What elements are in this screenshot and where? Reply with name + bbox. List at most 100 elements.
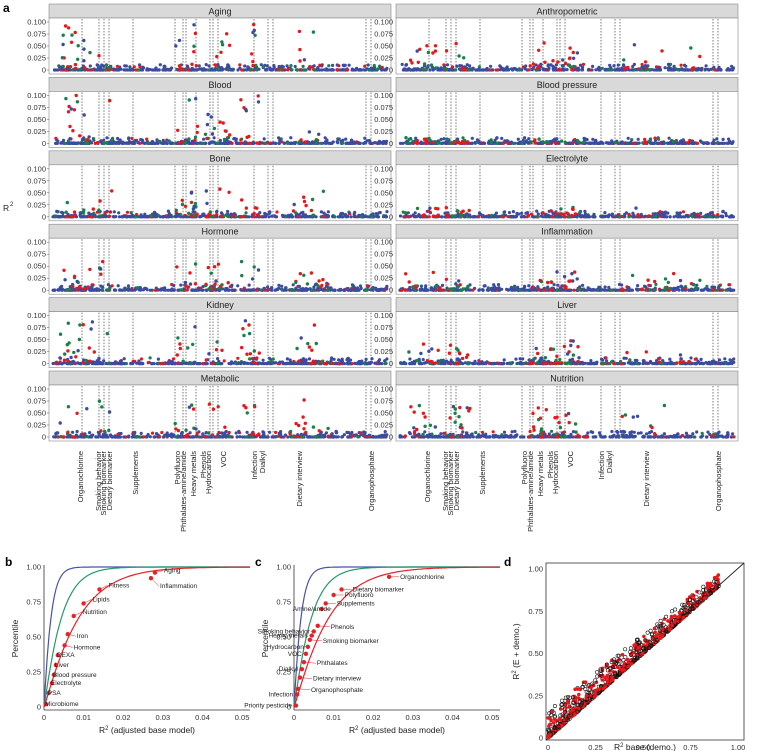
data-point — [533, 138, 537, 142]
data-point — [61, 138, 66, 142]
data-point — [536, 215, 540, 219]
data-point — [311, 359, 315, 363]
data-point — [76, 44, 80, 48]
data-point — [186, 68, 190, 72]
data-point — [451, 141, 455, 145]
data-point — [325, 138, 329, 142]
data-point — [627, 212, 631, 217]
y-tick-label: 0.100 — [374, 311, 393, 320]
data-point — [331, 63, 335, 67]
data-point — [197, 64, 201, 68]
data-point — [192, 50, 196, 54]
data-point — [78, 134, 82, 138]
data-point — [517, 68, 522, 72]
data-point — [187, 137, 191, 141]
data-point — [678, 141, 682, 145]
facet-title: Liver — [557, 300, 577, 310]
data-point — [663, 66, 667, 70]
data-point — [86, 137, 90, 142]
data-point — [477, 288, 481, 292]
data-point — [247, 283, 251, 287]
data-point — [571, 140, 575, 145]
data-point — [71, 68, 75, 72]
data-point — [146, 215, 150, 219]
data-point — [571, 207, 575, 212]
data-point — [366, 285, 370, 289]
data-point — [400, 288, 404, 292]
data-point — [132, 65, 136, 69]
data-point — [704, 213, 708, 217]
data-point — [261, 358, 265, 362]
data-point — [222, 214, 226, 218]
data-point — [204, 282, 208, 286]
data-point — [416, 60, 420, 64]
y-tick-label: 0.025 — [27, 274, 46, 283]
data-point — [174, 44, 178, 48]
data-point — [278, 138, 282, 142]
data-point — [208, 141, 212, 145]
data-point — [506, 141, 510, 145]
data-point — [545, 68, 549, 72]
data-point — [603, 285, 607, 289]
data-point — [218, 120, 222, 124]
data-point — [225, 214, 229, 218]
data-point — [491, 68, 495, 72]
data-point — [630, 138, 634, 142]
data-point — [654, 65, 659, 69]
facet-panel — [395, 311, 739, 368]
data-point — [375, 288, 379, 292]
data-point — [198, 362, 202, 366]
data-point — [640, 65, 644, 69]
data-point — [276, 67, 280, 71]
data-point — [591, 137, 595, 141]
data-point — [454, 282, 458, 286]
data-point — [153, 288, 158, 292]
data-point — [290, 68, 294, 72]
data-point — [626, 141, 631, 145]
data-point — [59, 287, 63, 291]
data-point — [300, 141, 304, 145]
data-point — [407, 137, 411, 141]
data-point — [291, 215, 295, 219]
data-point — [422, 62, 427, 66]
data-point — [251, 30, 255, 35]
data-point — [470, 141, 474, 145]
data-point — [207, 64, 211, 68]
data-point — [284, 286, 288, 290]
data-point — [252, 68, 256, 72]
data-point — [130, 141, 134, 145]
data-point — [130, 136, 134, 140]
data-point — [639, 288, 644, 292]
data-point — [82, 38, 86, 43]
data-point — [241, 327, 245, 331]
data-point — [415, 49, 419, 53]
data-point — [268, 141, 272, 145]
data-point — [367, 138, 372, 143]
data-point — [730, 141, 734, 145]
data-point — [195, 130, 199, 135]
data-point — [483, 284, 487, 288]
data-point — [613, 140, 618, 144]
data-point — [727, 68, 731, 72]
data-point — [298, 59, 302, 63]
data-point — [632, 141, 636, 145]
data-point — [89, 327, 93, 331]
data-point — [431, 51, 435, 55]
data-point — [173, 361, 177, 366]
data-point — [320, 63, 324, 67]
data-point — [701, 362, 705, 366]
data-point — [285, 357, 289, 361]
data-point — [189, 214, 194, 218]
data-point — [459, 215, 463, 219]
data-point — [110, 284, 114, 288]
data-point — [264, 68, 268, 72]
data-point — [408, 58, 413, 62]
data-point — [270, 286, 274, 290]
data-point — [95, 287, 99, 291]
data-point — [434, 66, 438, 70]
data-point — [137, 68, 141, 72]
data-point — [321, 288, 325, 292]
